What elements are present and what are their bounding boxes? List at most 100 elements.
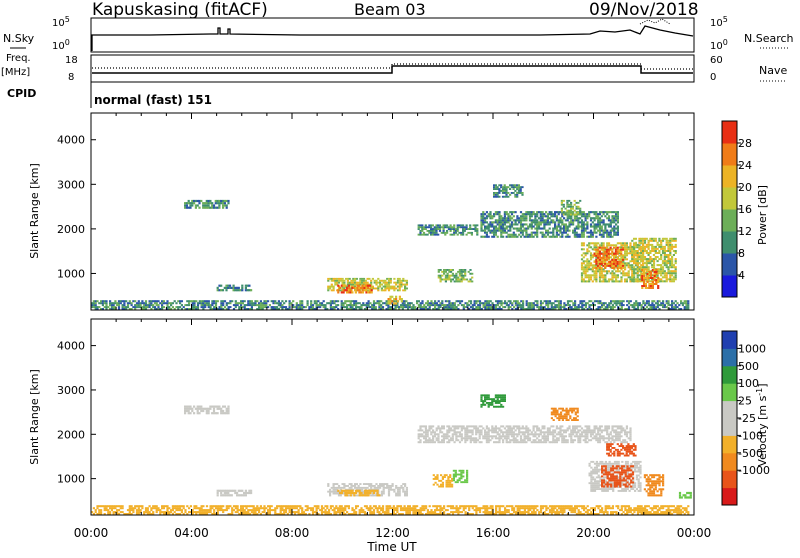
power-cell (675, 304, 677, 306)
velocity-cell (554, 507, 556, 509)
power-cell (559, 217, 561, 219)
power-cell (675, 258, 677, 260)
power-cell (430, 226, 432, 228)
power-cell (595, 278, 597, 280)
power-cell (242, 302, 244, 304)
power-cell (579, 210, 581, 212)
velocity-cell (383, 489, 385, 491)
velocity-cell (330, 507, 332, 509)
power-cell (655, 238, 657, 240)
power-cell (446, 232, 448, 234)
power-cell (538, 226, 540, 228)
power-cell (464, 275, 466, 277)
power-cell (664, 260, 666, 262)
velocity-cell (274, 511, 276, 513)
power-cell (454, 304, 456, 306)
power-cell (359, 302, 361, 304)
power-cell (504, 230, 506, 232)
power-cell (613, 257, 615, 259)
power-cell (601, 263, 603, 265)
power-cell (470, 302, 472, 304)
power-cell (500, 184, 502, 186)
power-cell (655, 258, 657, 260)
power-cell (577, 223, 579, 225)
power-cell (536, 236, 538, 238)
power-cell (515, 211, 517, 213)
power-cell (526, 300, 528, 302)
power-cell (650, 273, 652, 275)
power-cell (583, 234, 585, 236)
power-cell (495, 184, 497, 186)
power-cell (586, 258, 588, 260)
power-cell (655, 240, 657, 242)
power-cell (601, 272, 603, 274)
velocity-cell (327, 483, 329, 485)
power-cell (633, 266, 635, 268)
power-cell (305, 306, 307, 308)
velocity-cell (651, 509, 653, 511)
velocity-cell (96, 507, 98, 509)
velocity-cell (355, 492, 357, 494)
power-cell (480, 228, 482, 230)
velocity-cell (368, 494, 370, 496)
velocity-cell (93, 507, 95, 509)
power-cell (343, 282, 345, 284)
velocity-cell (655, 507, 657, 509)
power-cell (565, 223, 567, 225)
power-cell (193, 304, 195, 306)
power-cell (572, 223, 574, 225)
velocity-cell (172, 509, 174, 511)
power-cell (450, 224, 452, 226)
power-cell (642, 254, 644, 256)
power-cell (638, 262, 640, 264)
velocity-cell (231, 507, 233, 509)
power-cell (217, 287, 219, 289)
power-cell (585, 230, 587, 232)
power-cell (622, 249, 624, 251)
velocity-cell (574, 509, 576, 511)
power-cell (675, 244, 677, 246)
velocity-cell (361, 489, 363, 491)
power-cell (354, 280, 356, 282)
velocity-cell (157, 507, 159, 509)
velocity-cell (263, 511, 265, 513)
velocity-cell (258, 511, 260, 513)
power-cell (626, 258, 628, 260)
power-cell (324, 304, 326, 306)
power-cell (629, 242, 631, 244)
velocity-cell (594, 509, 596, 511)
power-cell (675, 268, 677, 270)
power-cell (337, 285, 339, 287)
velocity-cell (392, 485, 394, 487)
power-cell (244, 306, 246, 308)
power-cell (595, 228, 597, 230)
power-cell (479, 306, 481, 308)
power-cell (338, 282, 340, 284)
power-cell (174, 300, 176, 302)
velocity-cell (513, 507, 515, 509)
power-cell (566, 202, 568, 204)
power-cell (525, 223, 527, 225)
power-cell (482, 211, 484, 213)
power-cell (495, 234, 497, 236)
velocity-cell (547, 507, 549, 509)
power-cell (365, 280, 367, 282)
velocity-cell (388, 495, 390, 497)
velocity-cell (648, 505, 650, 507)
power-cell (324, 306, 326, 308)
velocity-cell (571, 505, 573, 507)
power-cell (395, 296, 397, 298)
power-cell (572, 212, 574, 214)
power-cell (504, 223, 506, 225)
power-cell (227, 200, 229, 202)
power-cell (601, 215, 603, 217)
velocity-cell (356, 483, 358, 485)
power-cell (525, 230, 527, 232)
power-cell (599, 232, 601, 234)
power-cell (617, 274, 619, 276)
power-cell (399, 298, 401, 300)
power-cell (650, 275, 652, 277)
power-cell (595, 276, 597, 278)
